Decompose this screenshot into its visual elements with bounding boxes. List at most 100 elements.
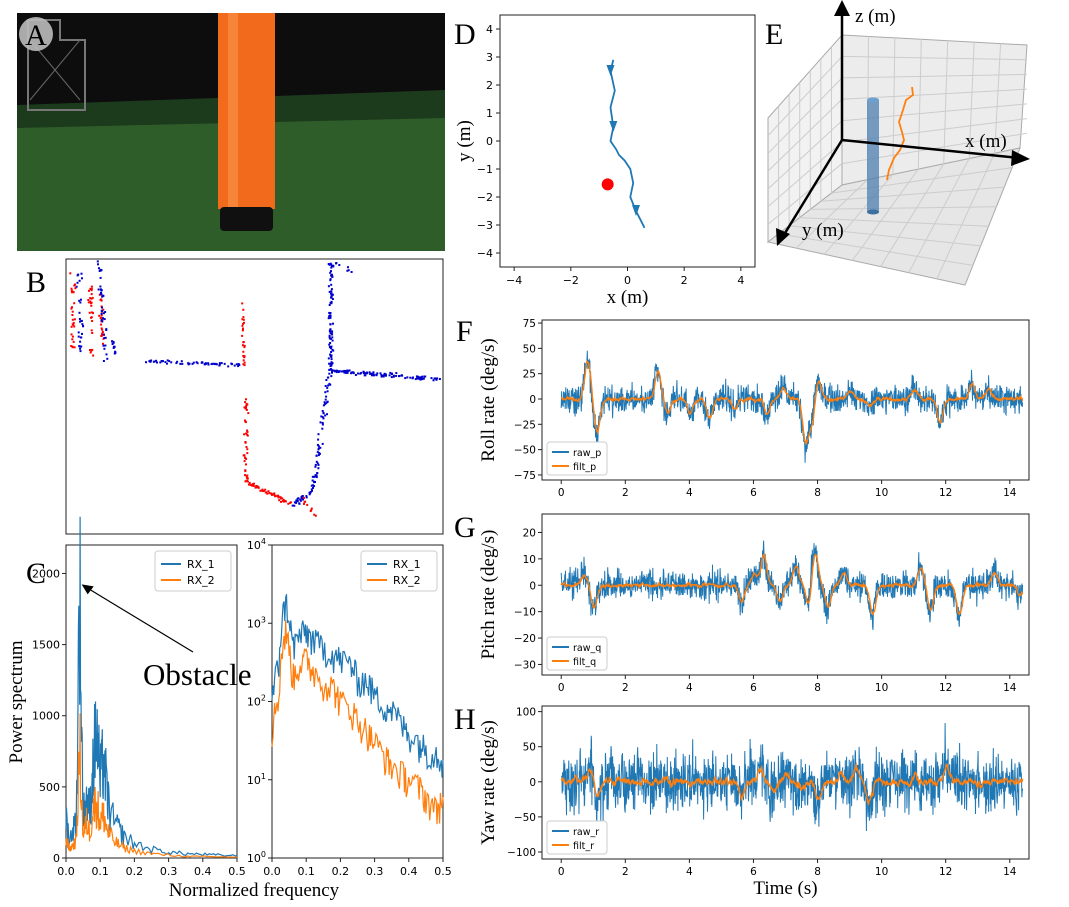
grid-line: [767, 77, 843, 154]
x-tick-label: 0.2: [126, 865, 144, 878]
lidar-point: [305, 495, 308, 498]
lidar-point: [406, 376, 409, 379]
lidar-point: [243, 460, 246, 463]
lidar-point: [246, 429, 248, 432]
lidar-point: [419, 376, 422, 379]
plot-frame: [271, 544, 444, 859]
series-line-filt_p: [560, 360, 1024, 446]
lidar-point: [289, 501, 292, 504]
panel-letter-b: B: [26, 266, 46, 299]
lidar-point: [77, 331, 80, 334]
lidar-point: [299, 499, 302, 502]
lidar-point: [90, 285, 93, 288]
lidar-point: [376, 372, 379, 375]
y-tick-label: −3: [477, 219, 493, 232]
lidar-point: [244, 421, 247, 424]
y-tick-label: −100: [507, 847, 536, 859]
legend-label-raw_p: raw_p: [573, 448, 601, 459]
y-tick-label: 50: [523, 742, 536, 754]
legend-label-raw_r: raw_r: [573, 827, 599, 838]
lidar-point: [309, 510, 312, 513]
y-tick-label: −75: [514, 470, 536, 482]
lidar-point: [321, 423, 324, 426]
lidar-point: [276, 494, 279, 497]
lidar-point: [291, 504, 294, 507]
panel-c-log: 0.0 0.1 0.2 0.3 0.4 0.5 100 101 102 103 104 RX_1 RX_…: [247, 537, 452, 878]
lidar-point: [326, 386, 329, 389]
lidar-point: [159, 361, 162, 364]
lidar-point: [329, 365, 332, 368]
lidar-point: [293, 501, 296, 504]
panel-letter-f: F: [456, 315, 473, 348]
lidar-point: [230, 362, 233, 365]
lidar-point: [424, 375, 427, 378]
lidar-point: [362, 370, 365, 373]
lidar-point: [335, 262, 337, 265]
lidar-point: [348, 369, 351, 372]
lidar-point: [242, 316, 245, 319]
lidar-point: [211, 362, 214, 365]
lidar-point: [328, 290, 331, 293]
lidar-point: [71, 345, 74, 348]
x-tick-label: 0.3: [160, 865, 178, 878]
grid-line: [820, 186, 1005, 202]
lidar-point: [100, 327, 103, 330]
lidar-point: [389, 371, 392, 374]
lidar-point: [200, 361, 203, 364]
lidar-point: [328, 368, 331, 371]
x-tick-label: 0.4: [194, 865, 212, 878]
lidar-point: [332, 265, 335, 268]
lidar-point: [245, 463, 247, 466]
x-tick-label: 0.1: [297, 865, 315, 878]
lidar-point: [242, 363, 245, 366]
lidar-point: [89, 351, 92, 354]
lidar-point: [207, 363, 210, 366]
lidar-point: [176, 360, 179, 363]
lidar-point: [81, 332, 83, 335]
lidar-point: [162, 360, 164, 363]
lidar-point: [191, 362, 194, 365]
lidar-point: [78, 311, 81, 314]
y-tick-label: 1: [486, 107, 493, 120]
lidar-point: [245, 446, 248, 448]
x-tick-label: 6: [750, 682, 757, 694]
lidar-point: [264, 491, 267, 494]
lidar-point: [383, 372, 386, 375]
grid-line: [831, 167, 1013, 194]
lidar-point: [331, 298, 334, 300]
lidar-point: [235, 363, 238, 366]
grid-line: [852, 168, 919, 261]
lidar-point: [435, 378, 438, 381]
lidar-point: [166, 359, 169, 362]
y-axis-arrowhead: [776, 228, 790, 246]
lidar-point: [90, 304, 93, 307]
lidar-point: [77, 335, 80, 338]
y-tick-label: 4: [486, 23, 493, 36]
x-tick-label: 8: [814, 487, 821, 499]
lidar-point: [101, 310, 104, 312]
panel-a-label-badge: [19, 17, 53, 51]
lidar-point: [316, 462, 319, 465]
lidar-point: [245, 479, 248, 482]
lidar-point: [329, 316, 332, 318]
lidar-point: [313, 485, 315, 488]
x-tick-label: −2: [563, 274, 579, 287]
legend-label-raw_q: raw_q: [573, 643, 601, 654]
panel-g: 0 2 4 6 8 10 12 14 20 10 0 −10 −20 −30 raw_q filt_q Pitc…: [478, 513, 1030, 694]
grid-line: [943, 40, 949, 164]
lidar-point: [100, 312, 103, 315]
lidar-point: [315, 454, 318, 457]
lidar-point: [333, 370, 336, 373]
grid-line: [892, 37, 896, 175]
lidar-point: [330, 375, 333, 378]
panel-letter-e: E: [765, 18, 783, 51]
grid-line: [767, 163, 843, 225]
lidar-point: [337, 371, 340, 373]
lidar-point: [432, 379, 435, 382]
lidar-point: [246, 480, 249, 483]
lidar-point: [433, 377, 436, 380]
lidar-point: [70, 287, 73, 290]
lidar-point: [243, 433, 246, 436]
lidar-point: [192, 361, 195, 364]
grid-line: [841, 73, 1028, 79]
